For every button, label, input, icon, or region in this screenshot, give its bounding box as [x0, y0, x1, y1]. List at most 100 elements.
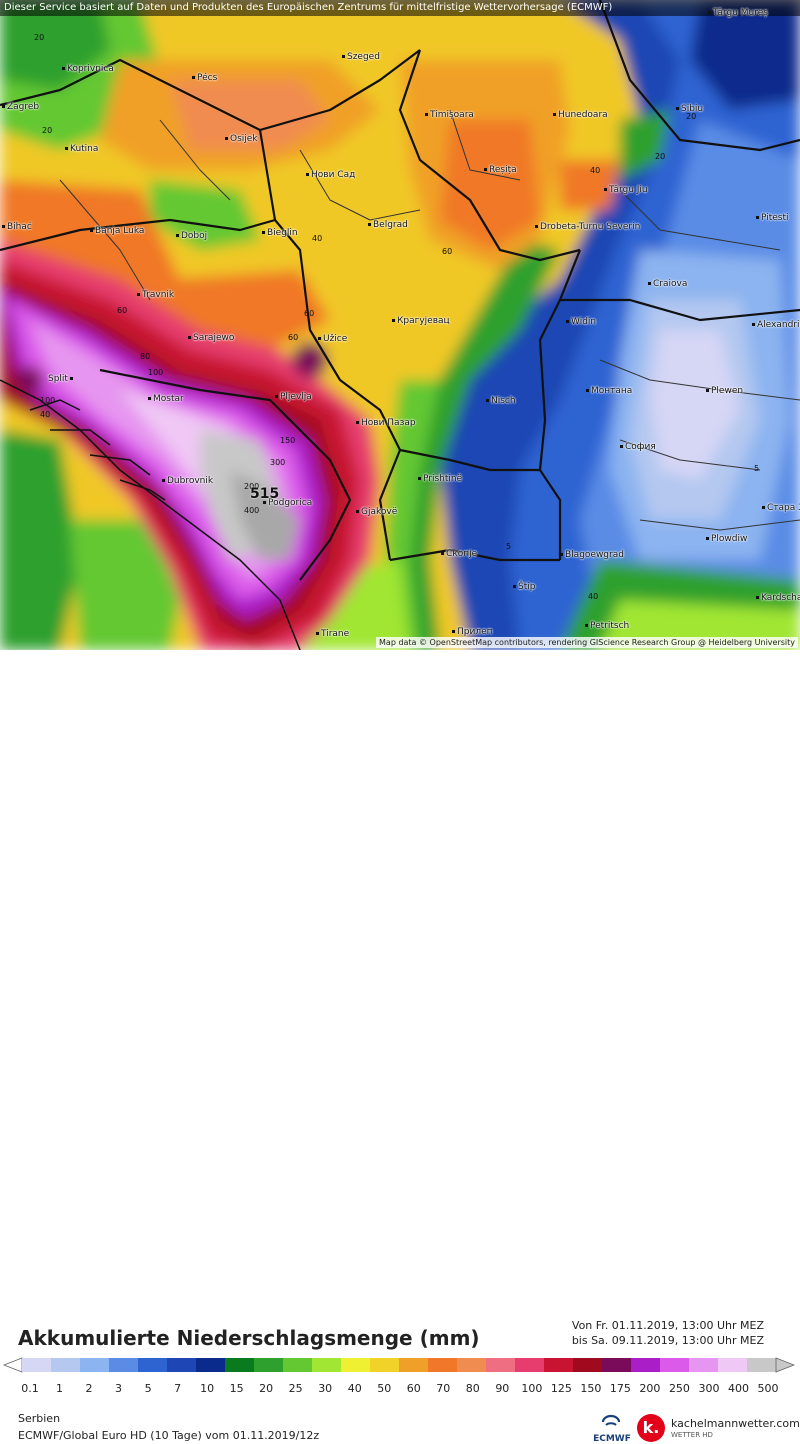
region-label: Serbien — [18, 1412, 61, 1425]
contour-label: 40 — [312, 234, 323, 243]
scale-tick-label: 400 — [727, 1382, 749, 1395]
city-label: Drobeta-Turnu Severin — [535, 222, 640, 232]
scale-tick-label: 40 — [347, 1382, 362, 1395]
scale-tick-label: 3 — [115, 1382, 123, 1395]
region-borders — [59, 109, 800, 531]
city-label: Blagoewgrad — [560, 550, 624, 560]
contour-label: 80 — [140, 352, 151, 361]
kachelmann-logo: k. kachelmannwetter.com WETTER HD — [637, 1414, 800, 1444]
contour-label: 20 — [34, 33, 45, 42]
scale-tick-label: 30 — [318, 1382, 333, 1395]
scale-tick-label: 7 — [174, 1382, 182, 1395]
city-label: Prishtinë — [418, 474, 462, 484]
city-label: Tirane — [316, 629, 349, 639]
color-scale-bar — [2, 1357, 796, 1373]
city-label: Koprivnica — [62, 64, 114, 74]
city-label: Banja Luka — [90, 226, 144, 236]
city-label: Нови Сад — [306, 170, 355, 180]
contour-label: 5 — [506, 542, 512, 551]
city-label: Doboj — [176, 231, 207, 241]
city-label: Nisch — [486, 396, 516, 406]
contour-label: 100 — [148, 368, 164, 377]
scale-tick-label: 150 — [580, 1382, 602, 1395]
city-label: Alexandria — [752, 320, 800, 330]
chart-title: Akkumulierte Niederschlagsmenge (mm) — [18, 1326, 480, 1350]
city-label: Osijek — [225, 134, 258, 144]
scale-swatch — [486, 1358, 516, 1372]
contour-label: 40 — [40, 410, 51, 419]
brand-subtitle: WETTER HD — [671, 1431, 713, 1439]
city-label: Kutina — [65, 144, 98, 154]
scale-tick-label: 200 — [639, 1382, 661, 1395]
kachelmann-icon: k. — [637, 1414, 665, 1442]
city-label: Монтана — [586, 386, 632, 396]
city-label: Pécs — [192, 73, 217, 83]
contour-label: 400 — [244, 506, 260, 515]
scale-swatch — [80, 1358, 110, 1372]
city-label: Zagreb — [2, 102, 39, 112]
contour-label: 20 — [655, 152, 666, 161]
scale-tick-label: 10 — [200, 1382, 215, 1395]
scale-swatch — [399, 1358, 429, 1372]
contour-label: 60 — [304, 309, 315, 318]
scale-tick-label: 125 — [550, 1382, 572, 1395]
forecast-period: Von Fr. 01.11.2019, 13:00 Uhr MEZ bis Sa… — [572, 1318, 764, 1348]
city-label: Plewen — [706, 386, 743, 396]
city-label: Štip — [513, 582, 535, 592]
city-label: Travnik — [137, 290, 174, 300]
scale-tick-label: 0.1 — [21, 1382, 39, 1395]
city-label: Petritsch — [585, 621, 629, 631]
scale-swatch — [254, 1358, 284, 1372]
scale-tick-label: 25 — [288, 1382, 303, 1395]
scale-swatch — [109, 1358, 139, 1372]
city-label: Szeged — [342, 52, 380, 62]
scale-swatch — [428, 1358, 458, 1372]
city-label: Стара Загора — [762, 503, 800, 513]
scale-swatch — [196, 1358, 226, 1372]
scale-tick-label: 50 — [377, 1382, 392, 1395]
color-scale-ticks: 0.1 1 2 3 5 7 10 15 20 25 30 40 50 60 70 80 90 100 125 150 1… — [0, 1382, 800, 1396]
city-label: Plowdiw — [706, 534, 747, 544]
city-label: Timișoara — [425, 110, 474, 120]
scale-swatch — [660, 1358, 690, 1372]
scale-swatch — [51, 1358, 81, 1372]
city-label: Нови Пазар — [356, 418, 416, 428]
service-banner: Dieser Service basiert auf Daten und Pro… — [0, 0, 800, 16]
scale-swatch — [370, 1358, 400, 1372]
scale-arrow-right — [775, 1357, 796, 1373]
scale-swatch — [718, 1358, 748, 1372]
precipitation-field — [0, 0, 800, 650]
contour-label: 100 — [40, 396, 56, 405]
city-label: Târgu Mureș — [708, 8, 768, 18]
city-label: Bihać — [2, 222, 32, 232]
city-label: Craiova — [648, 279, 687, 289]
scale-tick-label: 100 — [521, 1382, 543, 1395]
legend-footer: Akkumulierte Niederschlagsmenge (mm) Von… — [0, 650, 800, 1444]
city-label: Pljevlja — [275, 392, 312, 402]
city-label: Dubrovnik — [162, 476, 213, 486]
scale-swatch — [138, 1358, 168, 1372]
city-label: Bieglin — [262, 228, 298, 238]
city-label: Mostar — [148, 394, 184, 404]
scale-tick-label: 5 — [144, 1382, 152, 1395]
scale-swatch — [225, 1358, 255, 1372]
contour-label: 20 — [42, 126, 53, 135]
city-label: София — [620, 442, 656, 452]
scale-swatch — [544, 1358, 574, 1372]
contour-label: 300 — [270, 458, 286, 467]
city-label: Târgu Jiu — [604, 185, 648, 195]
scale-swatch — [631, 1358, 661, 1372]
precipitation-map: Dieser Service basiert auf Daten und Pro… — [0, 0, 800, 650]
scale-swatch — [689, 1358, 719, 1372]
city-label: Split — [48, 374, 73, 384]
city-label: Sarajewo — [188, 333, 234, 343]
contour-label: 40 — [590, 166, 601, 175]
scale-swatch — [457, 1358, 487, 1372]
max-value-label: 515 — [250, 486, 280, 502]
scale-swatch — [515, 1358, 545, 1372]
scale-swatch — [602, 1358, 632, 1372]
scale-swatch — [167, 1358, 197, 1372]
period-to: bis Sa. 09.11.2019, 13:00 Uhr MEZ — [571, 1334, 764, 1347]
scale-swatch — [22, 1358, 52, 1372]
scale-tick-label: 20 — [259, 1382, 274, 1395]
